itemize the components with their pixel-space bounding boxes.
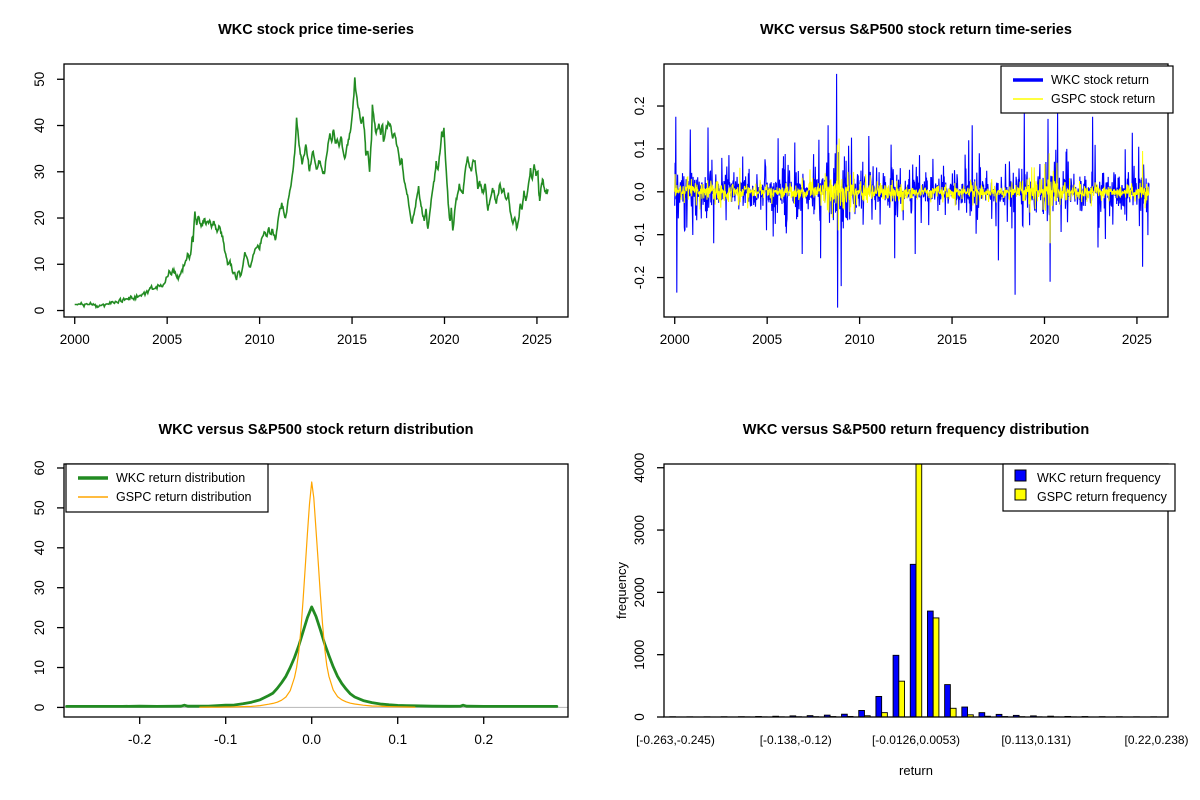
svg-text:-0.1: -0.1 (214, 732, 237, 747)
return-distribution-chart: -0.2 -0.1 0.0 0.1 0.2 0 10 20 30 40 50 60 WKC versus… (32, 422, 569, 747)
svg-text:2010: 2010 (245, 332, 275, 347)
svg-text:WKC return frequency: WKC return frequency (1037, 471, 1161, 485)
svg-text:0.0: 0.0 (632, 182, 647, 201)
svg-text:0.0: 0.0 (302, 732, 321, 747)
svg-text:3000: 3000 (632, 515, 647, 545)
svg-text:0.2: 0.2 (474, 732, 493, 747)
svg-text:2005: 2005 (752, 332, 782, 347)
svg-text:0: 0 (32, 704, 47, 712)
svg-text:2000: 2000 (632, 577, 647, 607)
svg-text:0: 0 (32, 307, 47, 315)
svg-text:[-0.0126,0.0053): [-0.0126,0.0053) (872, 733, 960, 747)
svg-text:2025: 2025 (522, 332, 552, 347)
svg-text:0.2: 0.2 (632, 97, 647, 116)
svg-text:GSPC return frequency: GSPC return frequency (1037, 490, 1168, 504)
svg-text:-0.1: -0.1 (632, 223, 647, 246)
svg-text:return: return (899, 763, 933, 778)
svg-text:2020: 2020 (1029, 332, 1059, 347)
svg-text:2005: 2005 (152, 332, 182, 347)
svg-text:2015: 2015 (337, 332, 367, 347)
svg-text:2010: 2010 (845, 332, 875, 347)
svg-text:60: 60 (32, 460, 47, 475)
svg-text:2015: 2015 (937, 332, 967, 347)
svg-text:[0.22,0.238): [0.22,0.238) (1125, 733, 1189, 747)
svg-text:WKC stock price time-series: WKC stock price time-series (218, 22, 414, 38)
svg-text:WKC versus S&P500 stock return: WKC versus S&P500 stock return distribut… (158, 422, 473, 438)
svg-text:2025: 2025 (1122, 332, 1152, 347)
svg-text:1000: 1000 (632, 640, 647, 670)
svg-text:0: 0 (632, 713, 647, 721)
svg-text:WKC versus S&P500 stock return: WKC versus S&P500 stock return time-seri… (760, 22, 1072, 38)
return-time-series-chart: 2000 2005 2010 2015 2020 2025 -0.2 -0.1 0.0 0.1 0.… (632, 22, 1174, 347)
svg-text:40: 40 (32, 118, 47, 133)
svg-text:-0.2: -0.2 (632, 266, 647, 289)
svg-text:WKC stock return: WKC stock return (1051, 73, 1149, 87)
svg-text:20: 20 (32, 620, 47, 635)
svg-text:-0.2: -0.2 (128, 732, 151, 747)
svg-text:0.1: 0.1 (632, 140, 647, 159)
svg-text:2000: 2000 (660, 332, 690, 347)
svg-text:2020: 2020 (429, 332, 459, 347)
svg-text:40: 40 (32, 540, 47, 555)
svg-text:10: 10 (32, 660, 47, 675)
svg-text:GSPC return distribution: GSPC return distribution (116, 490, 252, 504)
svg-text:[-0.263,-0.245): [-0.263,-0.245) (636, 733, 715, 747)
svg-text:WKC versus S&P500 return frequ: WKC versus S&P500 return frequency distr… (743, 422, 1089, 438)
svg-text:4000: 4000 (632, 453, 647, 483)
svg-text:[0.113,0.131): [0.113,0.131) (1001, 733, 1071, 747)
svg-text:50: 50 (32, 72, 47, 87)
svg-text:frequency: frequency (614, 561, 629, 619)
svg-text:20: 20 (32, 211, 47, 226)
svg-text:30: 30 (32, 580, 47, 595)
svg-text:10: 10 (32, 257, 47, 272)
svg-text:30: 30 (32, 164, 47, 179)
svg-text:50: 50 (32, 500, 47, 515)
svg-text:GSPC stock return: GSPC stock return (1051, 92, 1155, 106)
price-time-series-chart: 2000 2005 2010 2015 2020 2025 0 10 20 30 40 50 WKC s… (32, 22, 569, 347)
svg-text:WKC return distribution: WKC return distribution (116, 471, 245, 485)
svg-text:2000: 2000 (60, 332, 90, 347)
svg-text:[-0.138,-0.12): [-0.138,-0.12) (760, 733, 832, 747)
svg-text:0.1: 0.1 (388, 732, 407, 747)
return-frequency-chart: [-0.263,-0.245) [-0.138,-0.12) [-0.0126,0.… (614, 422, 1189, 778)
